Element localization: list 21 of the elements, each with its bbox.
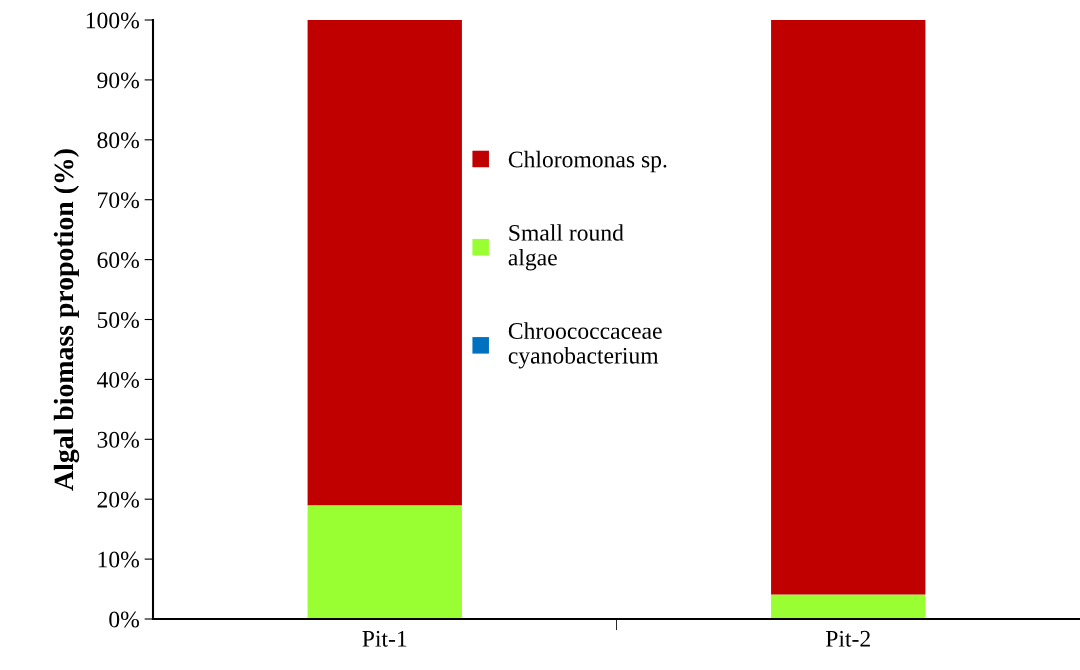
- bar: [771, 594, 926, 619]
- y-tick-label: 40%: [96, 371, 139, 388]
- y-tick-label: 100%: [86, 12, 139, 29]
- x-tick-label: Pit-1: [362, 630, 407, 647]
- y-tick-label: 90%: [97, 72, 139, 89]
- x-tick-label: Pit-2: [825, 630, 870, 647]
- bar: [307, 20, 462, 506]
- legend-label: Chroococcaceae cyanobacterium: [508, 322, 662, 369]
- bar: [771, 20, 926, 595]
- y-tick-label: 30%: [97, 431, 139, 448]
- legend-label: Chloromonas sp.: [508, 150, 667, 173]
- y-axis-title: Algal biomass propotion (%): [53, 149, 80, 491]
- y-tick-label: 70%: [98, 192, 139, 209]
- y-tick-label: 80%: [97, 132, 139, 149]
- y-tick-label: 20%: [97, 491, 139, 508]
- y-tick-label: 10%: [98, 551, 139, 568]
- y-tick-label: 50%: [97, 311, 139, 328]
- legend-label: Small round algae: [508, 224, 624, 271]
- y-tick-label: 0%: [109, 611, 139, 628]
- bar: [307, 505, 462, 619]
- y-tick-label: 60%: [97, 252, 139, 269]
